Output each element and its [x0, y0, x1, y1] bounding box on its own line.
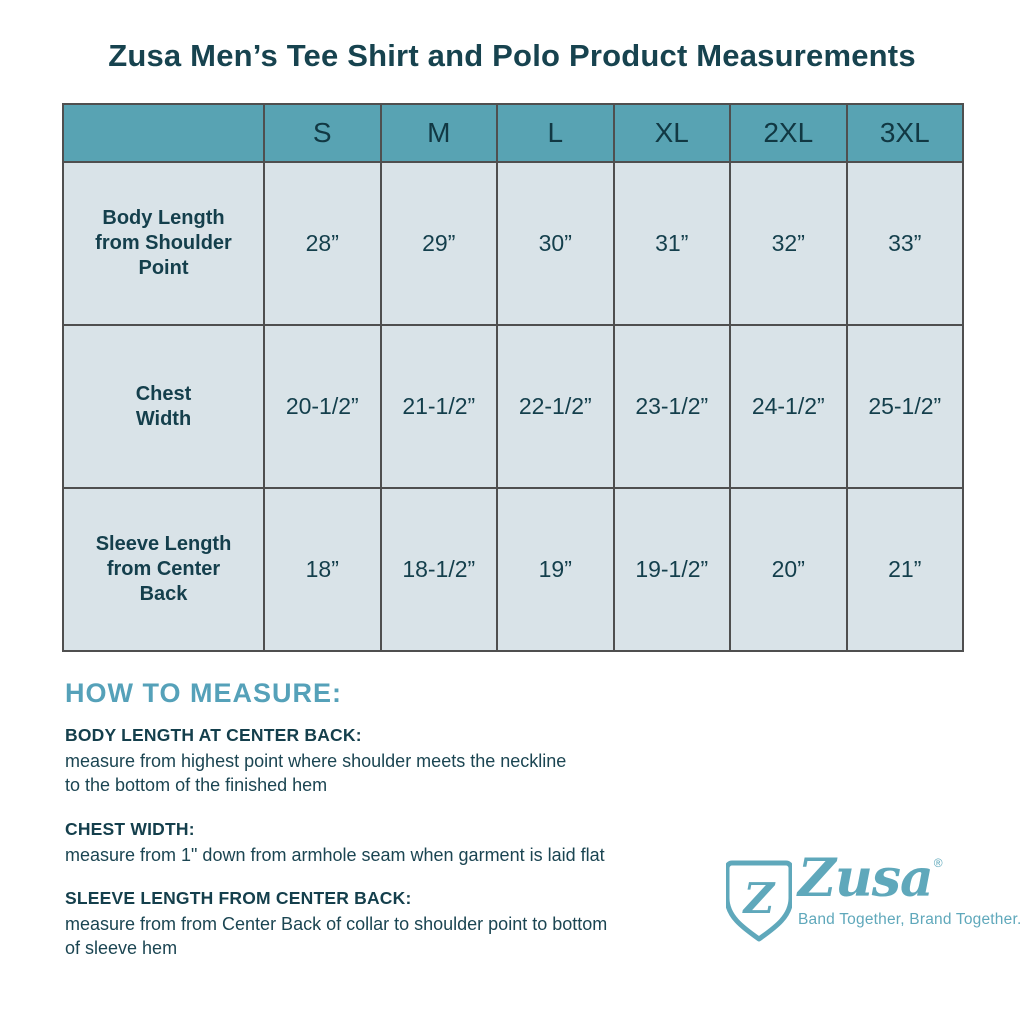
cell-value: 19-1/2”	[612, 487, 731, 652]
column-header-2xl: 2XL	[729, 103, 848, 163]
brand-row: Zusa ®	[798, 848, 1021, 909]
cell-value: 32”	[729, 161, 848, 326]
cell-value: 20-1/2”	[263, 324, 382, 489]
cell-value: 28”	[263, 161, 382, 326]
measurements-table: S M L XL 2XL 3XL Body Length from Should…	[62, 103, 964, 652]
cell-value: 18-1/2”	[379, 487, 498, 652]
column-header-s: S	[263, 103, 382, 163]
table-row: Body Length from Shoulder Point 28” 29” …	[62, 161, 964, 326]
measure-instruction-body-length: BODY LENGTH AT CENTER BACK: measure from…	[65, 725, 715, 798]
svg-text:Z: Z	[742, 874, 776, 923]
cell-value: 22-1/2”	[496, 324, 615, 489]
zusa-logo: Z Zusa ® Band Together, Brand Together.	[726, 851, 1021, 942]
shield-z-icon: Z	[726, 860, 792, 942]
cell-value: 21-1/2”	[379, 324, 498, 489]
table-row: Sleeve Length from Center Back 18” 18-1/…	[62, 487, 964, 652]
cell-value: 29”	[379, 161, 498, 326]
instruction-description: measure from 1" down from armhole seam w…	[65, 844, 605, 865]
measure-instruction-chest-width: CHEST WIDTH: measure from 1" down from a…	[65, 819, 715, 867]
instruction-term: BODY LENGTH AT CENTER BACK:	[65, 725, 362, 745]
cell-value: 33”	[845, 161, 964, 326]
cell-value: 21”	[845, 487, 964, 652]
table-header-row: S M L XL 2XL 3XL	[62, 103, 964, 163]
row-label-chest-width: Chest Width	[62, 324, 265, 489]
cell-value: 18”	[263, 487, 382, 652]
table-corner-cell	[62, 103, 265, 163]
table-row: Chest Width 20-1/2” 21-1/2” 22-1/2” 23-1…	[62, 324, 964, 489]
how-to-measure-section: HOW TO MEASURE: BODY LENGTH AT CENTER BA…	[65, 678, 715, 981]
logo-text-block: Zusa ® Band Together, Brand Together.	[798, 848, 1022, 929]
cell-value: 23-1/2”	[612, 324, 731, 489]
cell-value: 31”	[612, 161, 731, 326]
instruction-term: SLEEVE LENGTH FROM CENTER BACK:	[65, 887, 412, 908]
registered-trademark-icon: ®	[933, 856, 943, 870]
cell-value: 20”	[729, 487, 848, 652]
cell-value: 19”	[496, 487, 615, 652]
column-header-3xl: 3XL	[845, 103, 964, 163]
row-label-body-length: Body Length from Shoulder Point	[62, 161, 265, 326]
cell-value: 24-1/2”	[729, 324, 848, 489]
measure-instruction-sleeve-length: SLEEVE LENGTH FROM CENTER BACK: measure …	[65, 888, 715, 961]
column-header-xl: XL	[612, 103, 731, 163]
row-label-sleeve-length: Sleeve Length from Center Back	[62, 487, 265, 652]
brand-name: Zusa	[798, 848, 934, 909]
cell-value: 25-1/2”	[845, 324, 964, 489]
instruction-description: measure from from Center Back of collar …	[65, 913, 608, 959]
column-header-m: M	[379, 103, 498, 163]
instruction-term: CHEST WIDTH:	[65, 818, 195, 839]
cell-value: 30”	[496, 161, 615, 326]
brand-tagline: Band Together, Brand Together.	[798, 910, 1022, 928]
instruction-description: measure from highest point where shoulde…	[65, 751, 567, 796]
how-to-measure-heading: HOW TO MEASURE:	[65, 678, 342, 708]
page-title: Zusa Men’s Tee Shirt and Polo Product Me…	[108, 38, 916, 73]
column-header-l: L	[496, 103, 615, 163]
